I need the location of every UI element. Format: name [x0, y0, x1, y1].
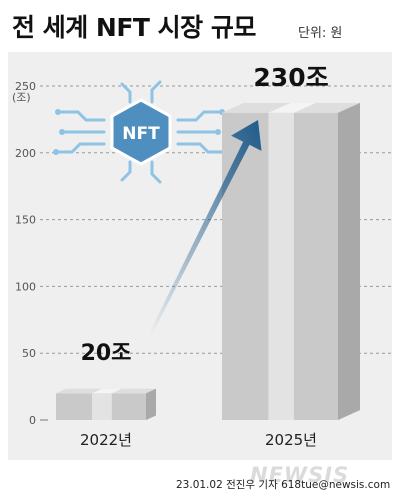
- bar-ribbon: [268, 112, 294, 420]
- y-tick-label: 150: [15, 214, 36, 227]
- label-layer: 20조 2022년 230조 2025년: [80, 63, 329, 449]
- y-tick-label: 200: [15, 147, 36, 160]
- watermark: NEWSIS: [250, 463, 350, 487]
- bar-1: [222, 102, 360, 420]
- x-tick-label: 2025년: [265, 431, 317, 449]
- bar-layer: [56, 102, 360, 420]
- y-tick-label: 100: [15, 280, 36, 293]
- growth-arrow: [148, 120, 262, 336]
- x-tick-label: 2022년: [80, 431, 132, 449]
- bar-ribbon-top: [92, 388, 122, 394]
- y-tick-label: 50: [22, 347, 36, 360]
- bar-side-face: [146, 388, 156, 420]
- y-tick-label: 0: [29, 414, 36, 427]
- bar-value-label: 20조: [81, 341, 132, 366]
- header: 전 세계 NFT 시장 규모 단위: 원: [0, 0, 400, 52]
- credit-line: 23.01.02 전진우 기자 618tue@newsis.com: [176, 479, 391, 491]
- bar-0: [56, 388, 156, 420]
- bar-value-label: 230조: [253, 63, 328, 92]
- bar-ribbon: [92, 393, 112, 420]
- nft-logo-text: NFT: [122, 124, 160, 144]
- growth-arrow-shape: [148, 120, 262, 336]
- bar-ribbon-top: [268, 102, 316, 113]
- nft-circuit-icon: NFT: [53, 80, 227, 184]
- chart-title: 전 세계 NFT 시장 규모: [12, 13, 256, 42]
- bar-side-face: [338, 102, 360, 420]
- y-axis: (조) 0 50 100 150 200 250: [12, 80, 36, 427]
- unit-label: 단위: 원: [298, 26, 343, 41]
- y-axis-label: (조): [12, 91, 31, 104]
- footer: NEWSIS 23.01.02 전진우 기자 618tue@newsis.com: [0, 463, 400, 497]
- y-tick-label: 250: [15, 80, 36, 93]
